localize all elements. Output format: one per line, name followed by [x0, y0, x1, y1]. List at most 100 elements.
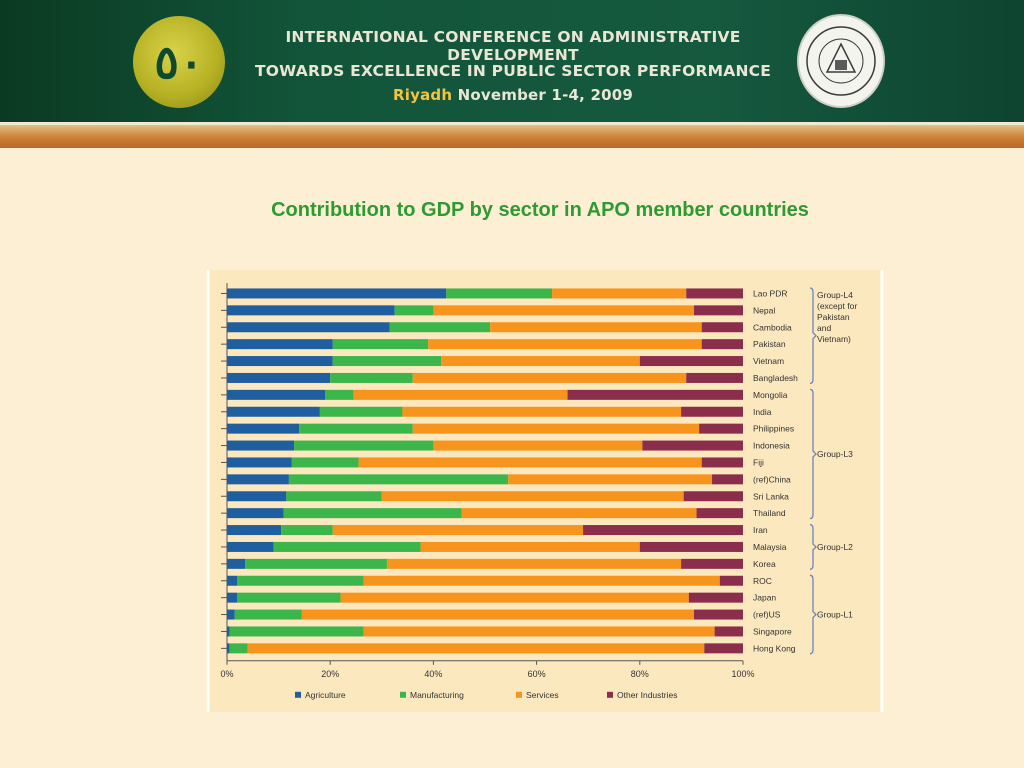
bar-other-industries — [681, 558, 743, 569]
header-divider-stripe — [0, 122, 1024, 148]
bar-other-industries — [712, 474, 743, 485]
conference-theme: TOWARDS EXCELLENCE IN PUBLIC SECTOR PERF… — [255, 62, 771, 80]
group-label: and — [817, 323, 831, 333]
bar-services — [508, 474, 713, 485]
bar-agriculture — [227, 372, 331, 383]
bar-agriculture — [227, 491, 287, 502]
bar-services — [490, 322, 702, 333]
category-label: Pakistan — [753, 339, 786, 349]
x-tick-label: 100% — [731, 669, 754, 679]
category-label: Cambodia — [753, 322, 792, 332]
bar-services — [433, 305, 694, 316]
conference-date: November 1-4, 2009 — [457, 86, 633, 104]
bar-services — [412, 372, 687, 383]
category-label: Sri Lanka — [753, 491, 789, 501]
category-label: Mongolia — [753, 390, 788, 400]
slide-title: Contribution to GDP by sector in APO mem… — [271, 199, 809, 221]
bar-agriculture — [227, 339, 333, 350]
legend-label: Services — [526, 690, 559, 700]
bar-agriculture — [227, 305, 395, 316]
bar-services — [363, 575, 720, 586]
bar-manufacturing — [389, 322, 491, 333]
bar-agriculture — [227, 609, 235, 620]
bar-agriculture — [227, 423, 300, 434]
category-label: Philippines — [753, 424, 794, 434]
bar-manufacturing — [446, 288, 553, 299]
group-label: Group-L3 — [817, 449, 853, 459]
bar-other-industries — [681, 406, 743, 417]
bar-manufacturing — [273, 541, 421, 552]
bar-other-industries — [567, 389, 743, 400]
bar-manufacturing — [229, 643, 248, 654]
bar-other-industries — [699, 423, 743, 434]
bar-other-industries — [686, 372, 743, 383]
category-label: Indonesia — [753, 441, 790, 451]
bar-manufacturing — [281, 525, 333, 536]
category-label: Japan — [753, 593, 776, 603]
legend-label: Manufacturing — [410, 690, 464, 700]
category-label: Bangladesh — [753, 373, 798, 383]
bar-manufacturing — [291, 457, 359, 468]
bar-services — [441, 356, 640, 367]
group-bracket — [809, 287, 817, 385]
bar-services — [353, 389, 568, 400]
conference-venue-date: Riyadh November 1-4, 2009 — [248, 86, 778, 104]
conference-header: ٥٠ INTERNATIONAL CONFERENCE ON ADMINISTR… — [0, 0, 1024, 122]
x-tick-label: 80% — [631, 669, 649, 679]
bar-other-industries — [696, 508, 743, 519]
bar-agriculture — [227, 643, 230, 654]
x-tick-label: 20% — [321, 669, 339, 679]
legend-label: Agriculture — [305, 690, 346, 700]
category-label: Iran — [753, 525, 768, 535]
category-label: Singapore — [753, 626, 792, 636]
bar-other-industries — [701, 322, 743, 333]
legend-swatch — [516, 691, 522, 698]
group-label: (except for — [817, 301, 857, 311]
group-label: Group-L1 — [817, 610, 853, 620]
category-label: Nepal — [753, 305, 775, 315]
bar-manufacturing — [229, 626, 364, 637]
bar-services — [332, 525, 584, 536]
bar-services — [420, 541, 640, 552]
bar-other-industries — [686, 288, 743, 299]
bar-other-industries — [701, 339, 743, 350]
legend-label: Other Industries — [617, 690, 677, 700]
bar-other-industries — [719, 575, 743, 586]
bar-agriculture — [227, 558, 246, 569]
bar-services — [461, 508, 697, 519]
bar-services — [358, 457, 702, 468]
bar-agriculture — [227, 508, 284, 519]
group-label: Group-L2 — [817, 542, 853, 552]
bar-other-industries — [583, 525, 743, 536]
bar-manufacturing — [332, 339, 429, 350]
bar-other-industries — [639, 356, 743, 367]
category-label: Thailand — [753, 508, 786, 518]
bar-manufacturing — [234, 609, 302, 620]
category-label: Vietnam — [753, 356, 784, 366]
bar-agriculture — [227, 389, 326, 400]
institute-seal-icon — [797, 14, 885, 108]
bar-manufacturing — [299, 423, 413, 434]
group-bracket — [809, 388, 817, 520]
conference-title: INTERNATIONAL CONFERENCE ON ADMINISTRATI… — [285, 28, 741, 64]
bar-services — [363, 626, 715, 637]
group-bracket — [809, 574, 817, 655]
x-tick-label: 40% — [424, 669, 442, 679]
bar-other-industries — [639, 541, 743, 552]
bar-services — [552, 288, 687, 299]
bar-services — [402, 406, 682, 417]
bar-manufacturing — [286, 491, 382, 502]
category-label: ROC — [753, 576, 772, 586]
bar-agriculture — [227, 440, 295, 451]
bar-manufacturing — [325, 389, 354, 400]
bar-agriculture — [227, 322, 390, 333]
group-label: Group-L4 — [817, 290, 853, 300]
bar-services — [386, 558, 682, 569]
bar-services — [301, 609, 694, 620]
group-label: Vietnam) — [817, 334, 851, 344]
group-label: Pakistan — [817, 312, 850, 322]
bar-manufacturing — [394, 305, 434, 316]
bar-other-industries — [642, 440, 743, 451]
bar-agriculture — [227, 457, 292, 468]
bar-services — [412, 423, 700, 434]
